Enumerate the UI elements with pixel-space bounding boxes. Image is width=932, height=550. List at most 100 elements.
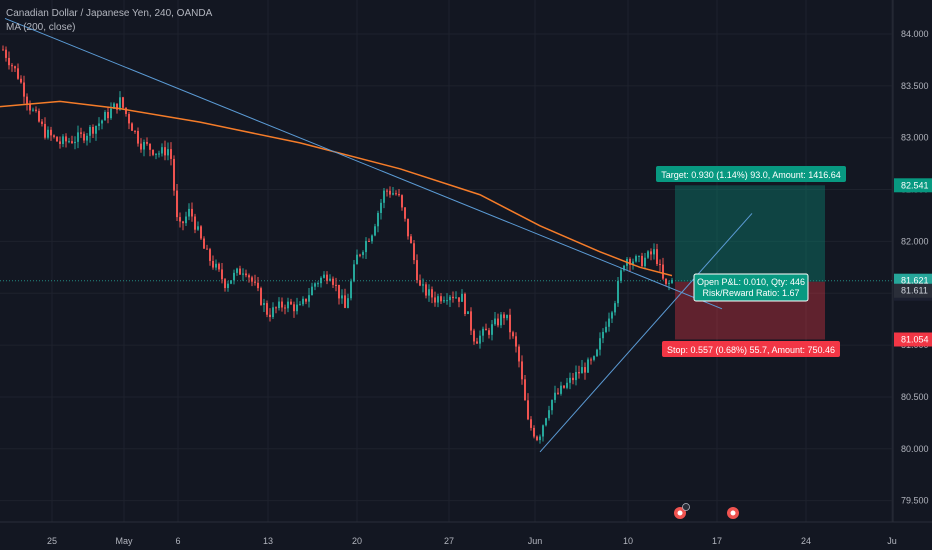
target-label: Target: 0.930 (1.14%) 93.0, Amount: 1416… xyxy=(661,170,841,180)
candle-body xyxy=(449,296,451,301)
candle-body xyxy=(617,280,619,304)
candle-body xyxy=(476,341,478,344)
indicator-label[interactable]: MA (200, close) xyxy=(6,22,76,33)
candle-body xyxy=(161,147,163,154)
candle-body xyxy=(464,293,466,315)
candle-body xyxy=(392,193,394,195)
candle-body xyxy=(218,263,220,270)
candle-body xyxy=(557,392,559,394)
candle-body xyxy=(107,112,109,119)
candle-body xyxy=(605,326,607,332)
x-tick-label: 17 xyxy=(712,536,722,546)
candle-body xyxy=(482,328,484,336)
candle-body xyxy=(146,141,148,144)
candle-body xyxy=(239,268,241,275)
candle-body xyxy=(197,226,199,230)
candle-body xyxy=(638,255,640,257)
candle-body xyxy=(593,356,595,360)
price-axis[interactable]: 84.00083.50083.00082.50082.00081.50081.0… xyxy=(892,0,932,550)
candle-body xyxy=(668,282,670,284)
symbol-title[interactable]: Canadian Dollar / Japanese Yen, 240, OAN… xyxy=(6,8,213,19)
candle-body xyxy=(584,367,586,373)
candle-body xyxy=(173,158,175,191)
candle-body xyxy=(572,377,574,381)
ma-line xyxy=(0,100,673,277)
candle-body xyxy=(131,123,133,131)
candle-body xyxy=(203,238,205,249)
candle-body xyxy=(140,143,142,150)
candle-body xyxy=(383,190,385,203)
trendlines[interactable] xyxy=(4,17,753,453)
x-tick-label: 27 xyxy=(444,536,454,546)
pnl-box-bg xyxy=(693,273,809,302)
target-zone xyxy=(675,185,825,340)
candle-body xyxy=(395,193,397,195)
pnl-label: Open P&L: 0.010, Qty: 446 xyxy=(697,277,805,287)
candle-body xyxy=(302,298,304,305)
candle-body xyxy=(275,307,277,309)
candle-body xyxy=(143,141,145,150)
candle-body xyxy=(563,385,565,388)
candle-body xyxy=(194,216,196,230)
candle-body xyxy=(305,298,307,302)
time-axis[interactable]: 25 May 6 13 20 27 Jun 10 17 24 Ju xyxy=(0,521,932,546)
candle-body xyxy=(26,96,28,104)
candle-body xyxy=(485,328,487,331)
x-tick-label: 24 xyxy=(801,536,811,546)
candle-body xyxy=(98,123,100,126)
candle-body xyxy=(8,57,10,66)
candle-body xyxy=(257,282,259,289)
candle-body xyxy=(521,361,523,380)
candle-body xyxy=(92,126,94,134)
candle-body xyxy=(341,295,343,299)
candle-body xyxy=(32,109,34,111)
candle-body xyxy=(113,103,115,109)
candle-body xyxy=(152,149,154,155)
event-markers[interactable] xyxy=(674,503,739,520)
candle-body xyxy=(599,338,601,350)
candle-body xyxy=(587,359,589,373)
candle-body xyxy=(125,107,127,114)
candle-body xyxy=(479,335,481,344)
candle-body xyxy=(164,147,166,156)
stop-price-tag: 81.054 xyxy=(901,335,929,345)
candle-body xyxy=(440,296,442,302)
candle-body xyxy=(413,243,415,261)
candle-body xyxy=(137,130,139,144)
candle-body xyxy=(320,277,322,284)
y-tick-label: 82.000 xyxy=(901,236,929,246)
candle-body xyxy=(644,257,646,267)
stop-label-bg xyxy=(662,341,840,357)
x-tick-label: 6 xyxy=(175,536,180,546)
candle-body xyxy=(248,275,250,278)
candle-body xyxy=(404,207,406,219)
candle-body xyxy=(503,314,505,319)
candle-body xyxy=(224,279,226,289)
target-price-tag-bg xyxy=(894,178,932,193)
candle-body xyxy=(602,331,604,339)
x-tick-label: Jun xyxy=(528,536,543,546)
candle-body xyxy=(497,318,499,326)
candle-body xyxy=(242,273,244,275)
candle-body xyxy=(671,279,673,283)
candle-body xyxy=(185,216,187,224)
candle-body xyxy=(653,249,655,255)
candle-body xyxy=(545,418,547,426)
candle-body xyxy=(260,288,262,305)
target-price-tag: 82.541 xyxy=(901,180,929,190)
candle-body xyxy=(2,49,4,51)
candle-body xyxy=(650,251,652,255)
candle-body xyxy=(590,359,592,361)
event-marker-dot xyxy=(677,510,683,516)
candle-body xyxy=(500,314,502,326)
candle-body xyxy=(407,218,409,237)
ma-price-tag: 81.611 xyxy=(901,286,928,296)
candle-body xyxy=(641,255,643,267)
candle-body xyxy=(614,303,616,313)
candle-body xyxy=(629,258,631,265)
candle-body xyxy=(452,296,454,299)
candle-body xyxy=(344,295,346,308)
candle-body xyxy=(110,108,112,119)
y-tick-label: 79.500 xyxy=(901,496,929,506)
